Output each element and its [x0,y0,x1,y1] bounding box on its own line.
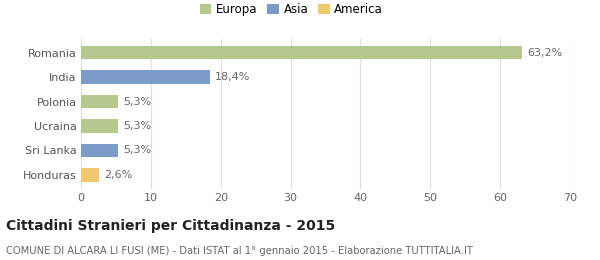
Text: 5,3%: 5,3% [123,146,151,155]
Bar [81,168,99,182]
Text: 5,3%: 5,3% [123,121,151,131]
Bar [81,46,523,59]
Text: 18,4%: 18,4% [214,72,250,82]
Bar [81,70,209,84]
Text: Cittadini Stranieri per Cittadinanza - 2015: Cittadini Stranieri per Cittadinanza - 2… [6,219,335,233]
Bar [81,119,118,133]
Text: 63,2%: 63,2% [527,48,563,57]
Text: 5,3%: 5,3% [123,96,151,107]
Bar [81,144,118,157]
Text: COMUNE DI ALCARA LI FUSI (ME) - Dati ISTAT al 1° gennaio 2015 - Elaborazione TUT: COMUNE DI ALCARA LI FUSI (ME) - Dati IST… [6,245,473,256]
Bar [81,95,118,108]
Text: 2,6%: 2,6% [104,170,133,180]
Legend: Europa, Asia, America: Europa, Asia, America [200,3,383,16]
